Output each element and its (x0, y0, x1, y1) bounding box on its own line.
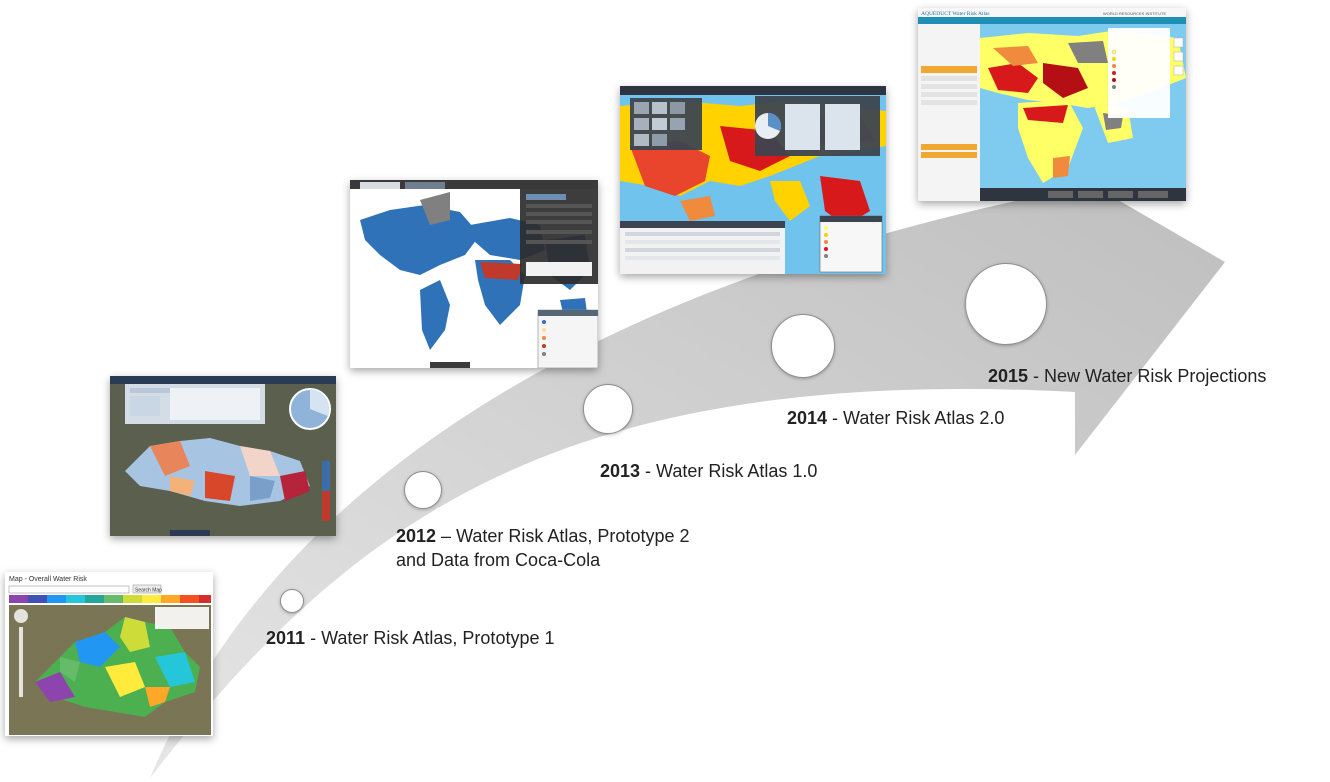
screenshot-2012 (110, 376, 336, 536)
search-map-button[interactable]: Search Map (135, 588, 162, 594)
screenshot-2011: Map - Overall Water Risk Search Map (5, 572, 213, 736)
milestone-text-line2: and Data from Coca-Cola (396, 550, 601, 570)
milestone-year: 2013 (600, 461, 641, 481)
screenshot-2015: AQUEDUCT Water Risk Atlas WORLD RESOURCE… (918, 8, 1186, 201)
milestone-label-2011: 2011 - Water Risk Atlas, Prototype 1 (266, 628, 555, 648)
milestone-circle-2015 (965, 263, 1047, 345)
milestone-label-2014: 2014 - Water Risk Atlas 2.0 (787, 408, 1005, 428)
milestone-label-2015: 2015 - New Water Risk Projections (988, 366, 1267, 386)
milestone-year: 2015 (988, 366, 1029, 386)
milestone-year: 2014 (787, 408, 828, 428)
milestone-label-2012: 2012 – Water Risk Atlas, Prototype 2 and… (396, 526, 690, 570)
milestone-circle-2013 (583, 384, 633, 434)
map-title: Map - Overall Water Risk (9, 576, 87, 583)
milestone-circle-2014 (771, 314, 835, 378)
milestone-circle-2012 (404, 471, 442, 509)
milestone-year: 2011 (266, 628, 306, 648)
org-name: WORLD RESOURCES INSTITUTE (1103, 11, 1166, 16)
risk-legend-bar (9, 595, 211, 603)
brand-title: AQUEDUCT Water Risk Atlas (921, 11, 990, 17)
milestone-text: Water Risk Atlas, Prototype 1 (321, 628, 555, 648)
milestone-year: 2012 (396, 526, 437, 546)
screenshot-2013 (350, 180, 598, 368)
milestone-text: New Water Risk Projections (1044, 366, 1267, 386)
milestone-text: Water Risk Atlas, Prototype 2 (456, 526, 690, 546)
screenshot-2014 (620, 86, 886, 274)
milestone-label-2013: 2013 - Water Risk Atlas 1.0 (600, 461, 818, 481)
milestone-text: Water Risk Atlas 2.0 (843, 408, 1005, 428)
milestone-text: Water Risk Atlas 1.0 (656, 461, 818, 481)
milestone-circle-2011 (280, 589, 304, 613)
